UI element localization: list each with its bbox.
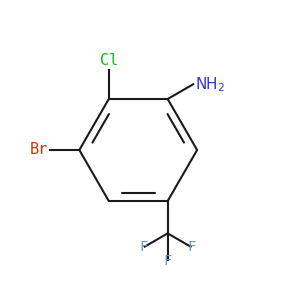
Text: NH$_2$: NH$_2$ [195,75,225,94]
Text: Br: Br [30,142,48,158]
Text: F: F [187,240,196,254]
Text: F: F [140,240,148,254]
Text: F: F [164,254,172,268]
Text: Cl: Cl [100,53,118,68]
